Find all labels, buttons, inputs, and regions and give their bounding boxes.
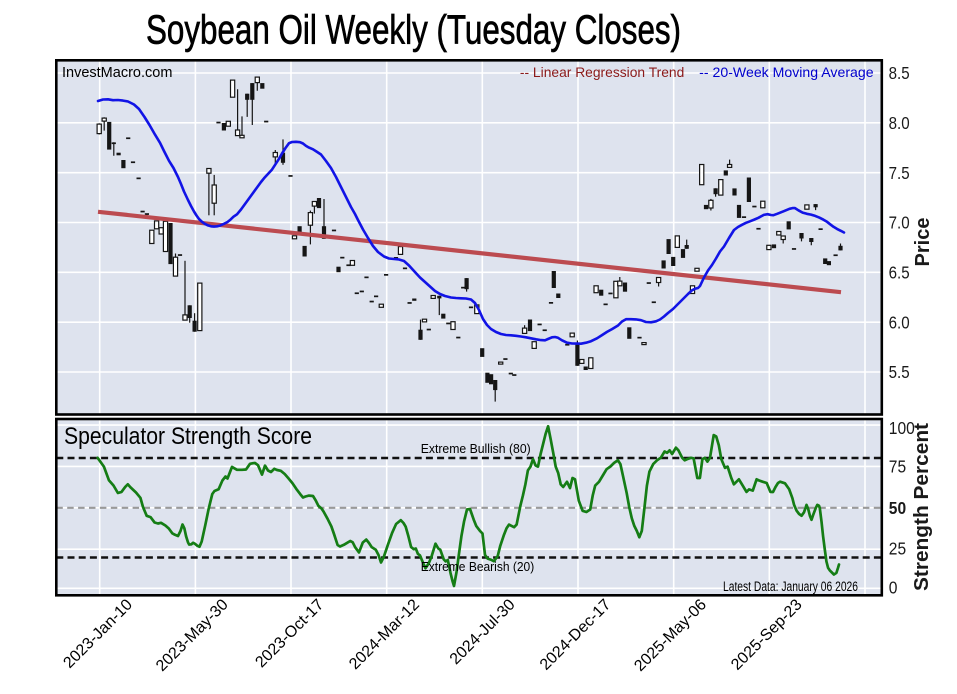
svg-text:50: 50 xyxy=(889,498,907,518)
svg-text:Extreme Bullish (80): Extreme Bullish (80) xyxy=(421,441,531,456)
svg-text:Speculator Strength Score: Speculator Strength Score xyxy=(64,423,312,450)
svg-text:75: 75 xyxy=(889,456,906,476)
svg-text:100: 100 xyxy=(889,418,915,438)
svg-text:Soybean Oil Weekly (Tuesday Cl: Soybean Oil Weekly (Tuesday Closes) xyxy=(146,7,681,53)
svg-text:25: 25 xyxy=(889,538,906,558)
svg-text:-- 20-Week Moving Average: -- 20-Week Moving Average xyxy=(699,64,874,80)
svg-text:Price: Price xyxy=(912,218,934,267)
svg-text:Latest Data: January 06 2026: Latest Data: January 06 2026 xyxy=(723,579,858,594)
svg-text:8.0: 8.0 xyxy=(889,113,910,133)
svg-text:5.5: 5.5 xyxy=(889,362,910,382)
svg-text:-- Linear Regression Trend: -- Linear Regression Trend xyxy=(520,64,684,80)
svg-text:InvestMacro.com: InvestMacro.com xyxy=(62,65,172,81)
svg-text:6.0: 6.0 xyxy=(889,312,910,332)
svg-text:7.5: 7.5 xyxy=(889,163,910,183)
svg-text:Extreme Bearish (20): Extreme Bearish (20) xyxy=(421,559,534,574)
svg-text:7.0: 7.0 xyxy=(889,213,910,233)
svg-text:8.5: 8.5 xyxy=(889,63,910,83)
svg-text:Strength Percent: Strength Percent xyxy=(910,423,933,591)
svg-text:6.5: 6.5 xyxy=(889,262,910,282)
svg-text:0: 0 xyxy=(889,578,898,598)
